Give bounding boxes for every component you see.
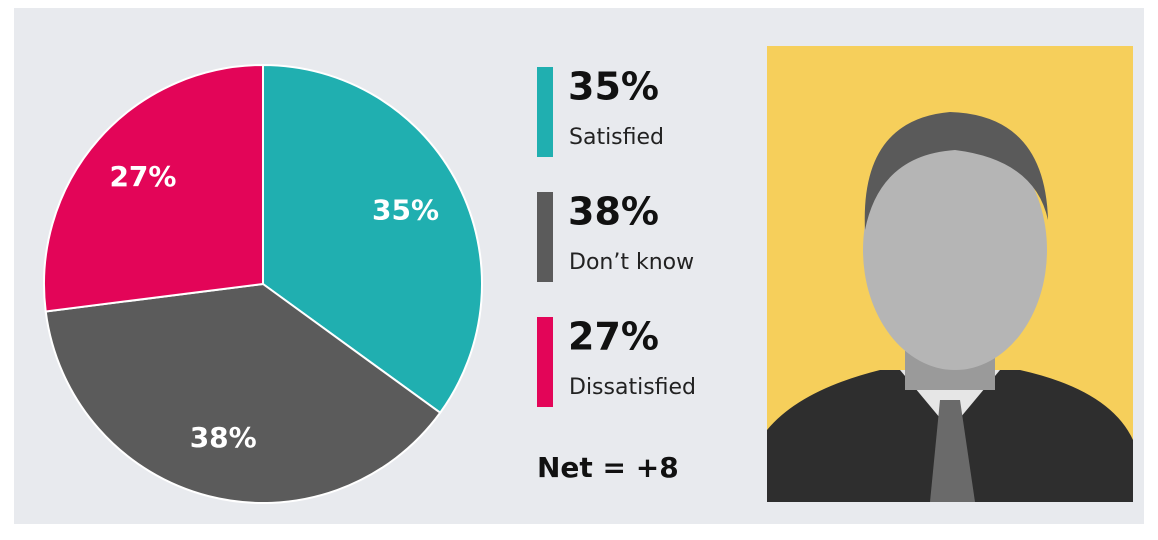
- legend-swatch: [537, 317, 553, 407]
- legend-label: Don’t know: [569, 250, 694, 275]
- legend-value: 35%: [568, 65, 659, 109]
- legend-swatch: [537, 192, 553, 282]
- photo-face: [863, 130, 1047, 370]
- legend-swatch: [537, 67, 553, 157]
- legend-value: 27%: [568, 315, 659, 359]
- photo: [767, 46, 1133, 502]
- pie-slice: [262, 63, 483, 415]
- slice-label: 38%: [190, 421, 257, 454]
- net-annotation: Net = +8: [537, 451, 679, 484]
- legend-label: Satisfied: [569, 125, 664, 150]
- legend-label: Dissatisfied: [569, 375, 696, 400]
- legend-value: 38%: [568, 190, 659, 234]
- pie-slice: [44, 282, 442, 504]
- pie-slice: [43, 63, 264, 313]
- photo-tie: [930, 400, 975, 502]
- slice-label: 27%: [109, 160, 176, 193]
- photo-hair: [864, 112, 1048, 230]
- slice-label: 35%: [372, 193, 439, 226]
